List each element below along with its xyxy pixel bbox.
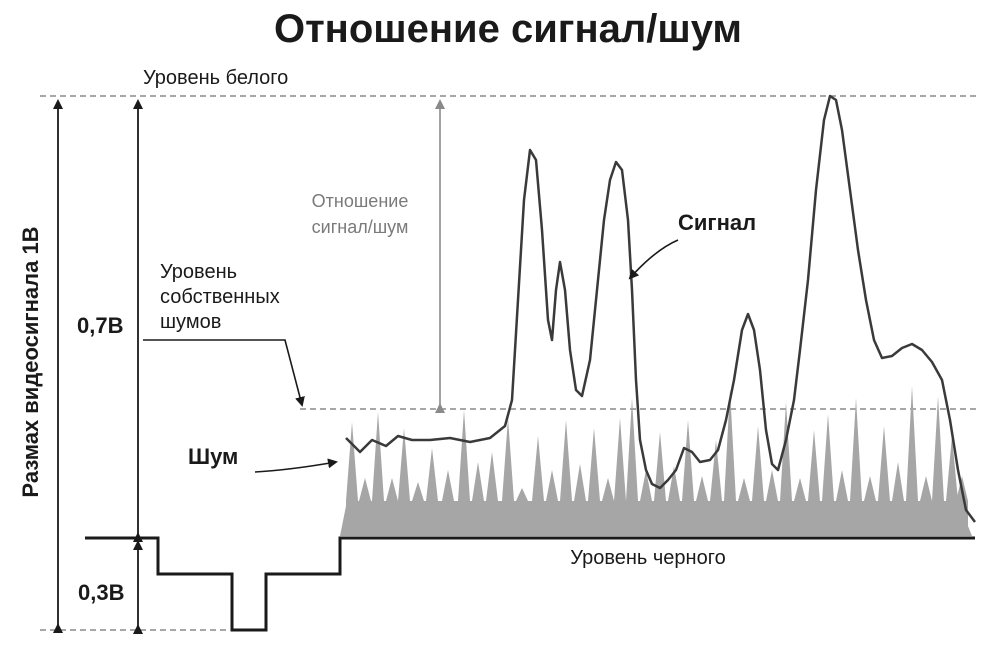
black-level-label: Уровень черного	[570, 547, 725, 569]
noise-level-pointer	[143, 339, 305, 407]
diagram-title: Отношение сигнал/шум	[274, 7, 742, 51]
noise-pointer	[254, 458, 338, 473]
v03-label: 0,3В	[78, 580, 124, 605]
noise-level-label-line3: шумов	[160, 311, 221, 333]
sync-waveform	[85, 536, 975, 632]
noise-level-label-line2: собственных	[160, 286, 280, 308]
snr-label-line1: Отношение	[312, 191, 409, 211]
v07-label: 0,7В	[77, 313, 123, 338]
noise-level-label-line1: Уровень	[160, 261, 237, 283]
snr-label-line2: сигнал/шум	[312, 217, 409, 237]
swing-label: Размах видеосигнала 1В	[18, 226, 43, 497]
white-level-label: Уровень белого	[143, 67, 288, 89]
noise-area	[340, 386, 972, 536]
noise-label: Шум	[188, 444, 238, 469]
signal-label: Сигнал	[678, 210, 756, 235]
signal-pointer	[628, 239, 679, 280]
signal-curve	[345, 94, 976, 523]
